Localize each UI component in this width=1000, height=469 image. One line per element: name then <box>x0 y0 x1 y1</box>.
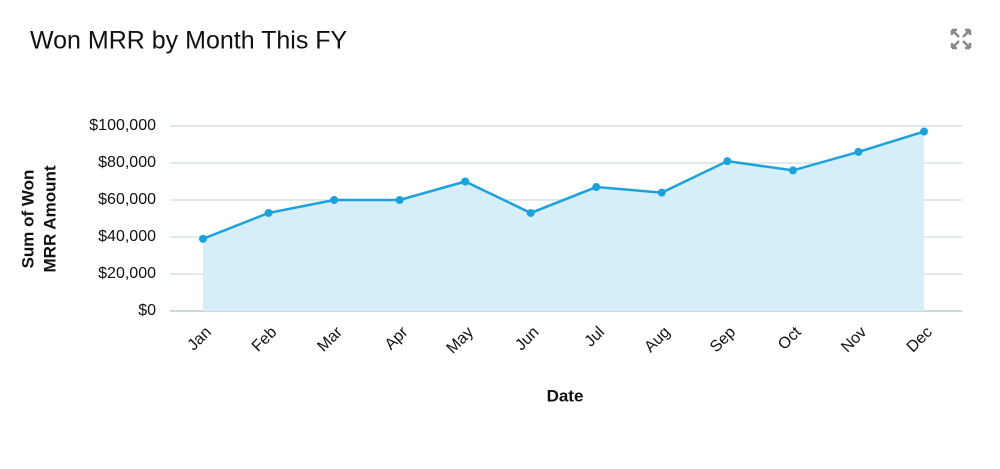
y-tick-label: $40,000 <box>98 228 156 245</box>
x-tick-label: Nov <box>838 324 870 356</box>
point <box>592 183 601 192</box>
x-axis-title: Date <box>547 386 584 405</box>
point <box>788 166 797 175</box>
area <box>203 131 924 311</box>
line <box>202 130 925 241</box>
point <box>395 196 404 204</box>
point <box>657 188 666 197</box>
x-tick-label: Jul <box>582 324 608 350</box>
x-tick-label: Sep <box>707 324 739 356</box>
y-tick-label: $100,000 <box>89 117 156 134</box>
x-tick-label: Apr <box>382 323 412 353</box>
y-tick-label: $60,000 <box>98 191 156 208</box>
point <box>461 177 470 186</box>
x-tick-label: Feb <box>249 324 281 356</box>
point <box>199 234 207 243</box>
chart-title: Won MRR by Month This FY <box>30 27 348 55</box>
x-tick-label: May <box>444 324 477 357</box>
x-tick-label: Aug <box>641 324 673 356</box>
y-axis-title: MRR Amount <box>40 165 59 272</box>
x-tick-label: Oct <box>775 323 805 353</box>
x-tick-label: Mar <box>314 323 346 355</box>
y-tick-label: $20,000 <box>98 265 156 282</box>
x-tick-label: Jan <box>185 324 215 354</box>
point <box>330 196 339 204</box>
point <box>526 208 535 217</box>
point <box>264 208 273 217</box>
point <box>854 147 863 156</box>
expand-icon[interactable] <box>950 28 972 50</box>
y-tick-label: $0 <box>138 302 156 319</box>
point <box>723 157 732 166</box>
point <box>920 127 928 136</box>
y-tick-label: $80,000 <box>98 154 156 171</box>
y-axis-title: Sum of Won <box>18 170 37 269</box>
x-tick-label: Jun <box>512 324 542 354</box>
x-tick-label: Dec <box>904 324 936 356</box>
